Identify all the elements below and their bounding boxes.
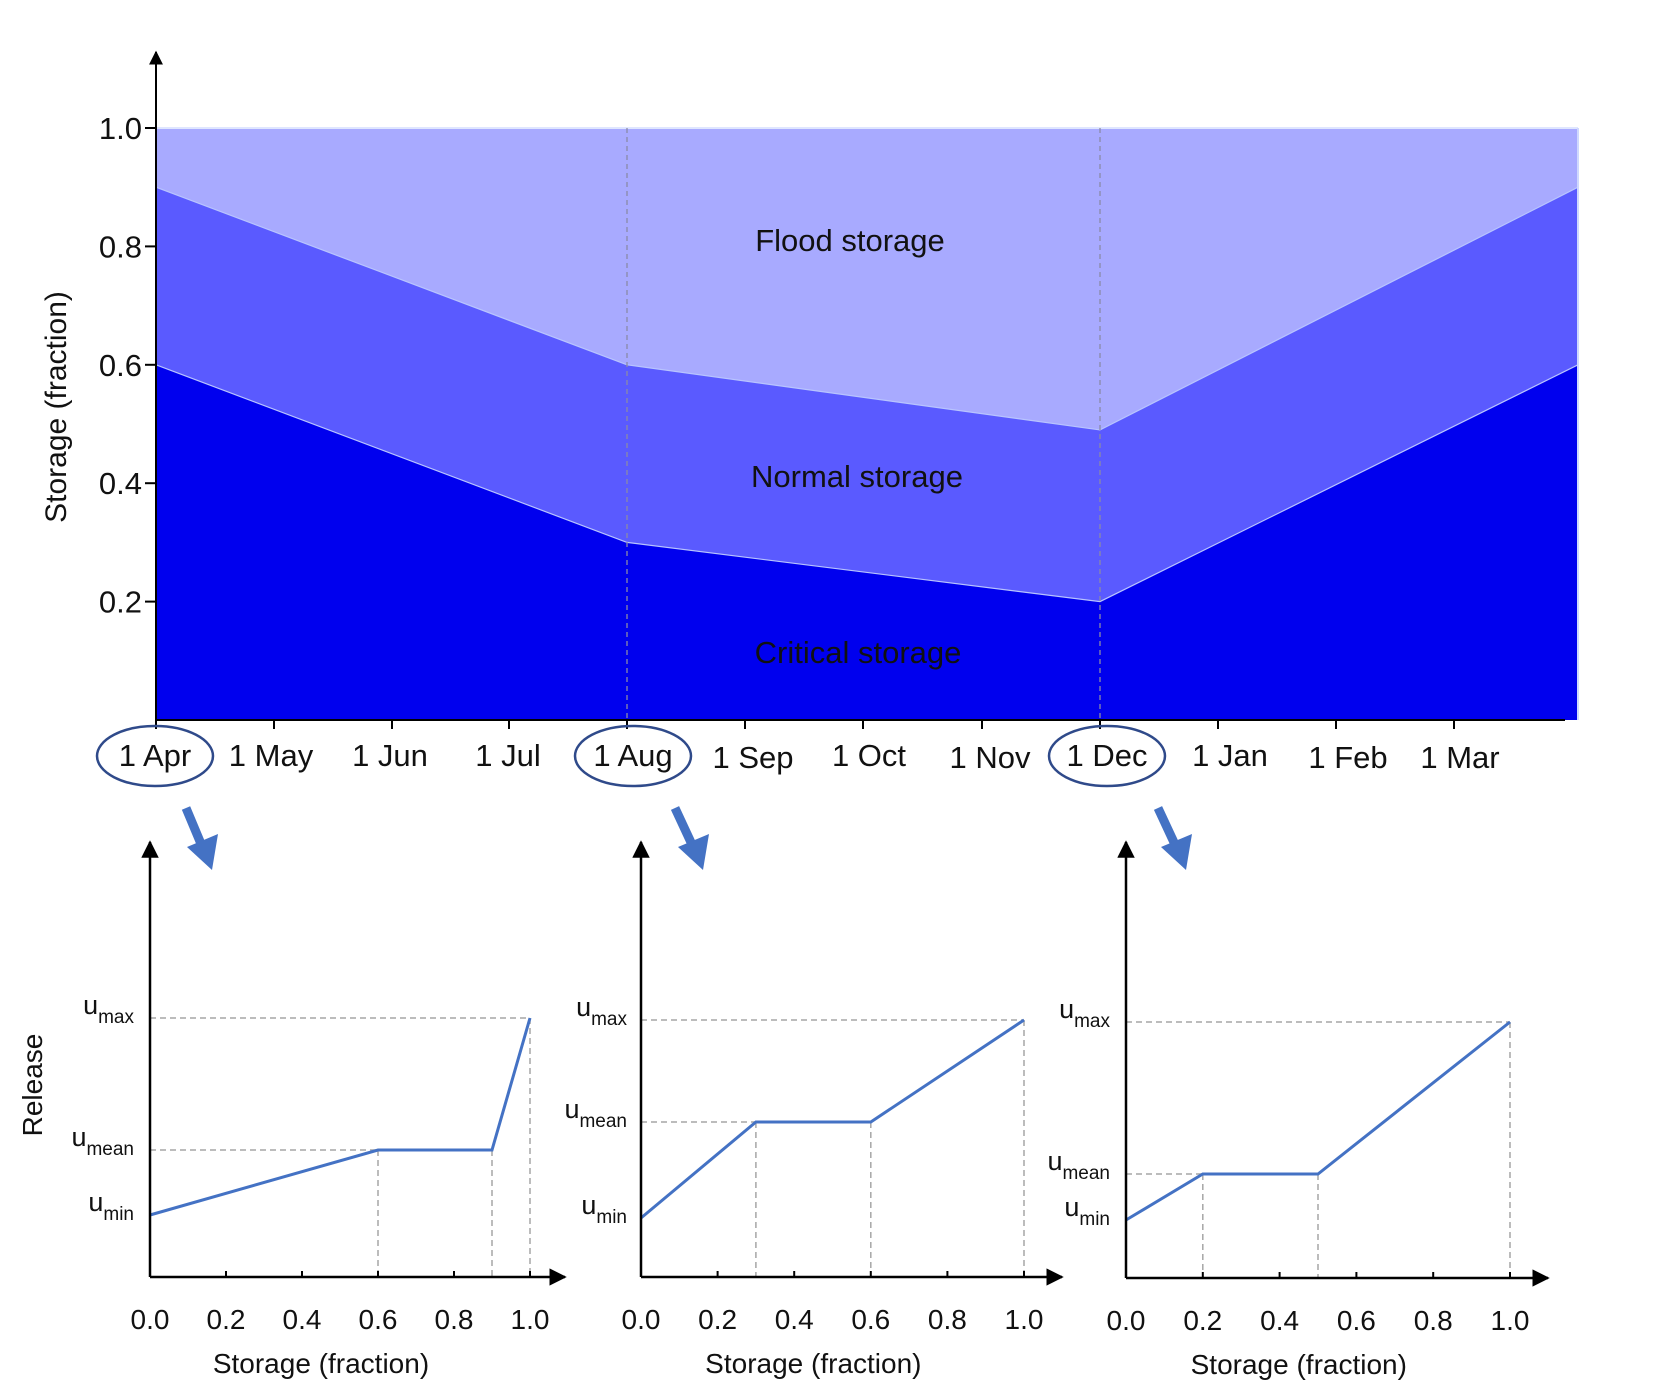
x-tick-label: 1 Mar xyxy=(1420,740,1499,775)
critical-boundary-line xyxy=(155,364,1579,603)
x-tick-label: 0.8 xyxy=(435,1304,474,1335)
u-min-label: umin xyxy=(581,1190,627,1228)
x-axis-label: Storage (fraction) xyxy=(1191,1349,1407,1380)
x-tick-label: 1 Jan xyxy=(1192,738,1268,773)
x-tick-label: 1 Oct xyxy=(832,738,906,773)
u-max-label: umax xyxy=(576,992,627,1030)
y-tick-label: 1.0 xyxy=(99,111,142,146)
critical-storage-label: Critical storage xyxy=(755,635,962,670)
y-tick-label: 0.8 xyxy=(99,229,142,264)
y-axis-label: Release xyxy=(17,1034,48,1137)
u-mean-label: umean xyxy=(564,1094,627,1132)
normal-storage-area xyxy=(156,187,1578,602)
release-policy-chart-2: 0.0 0.2 0.4 0.6 0.8 1.0 Storage (fraction) umin… xyxy=(564,806,1064,1379)
x-tick-label: 0.6 xyxy=(1337,1305,1376,1336)
release-policy-chart-3: 0.0 0.2 0.4 0.6 0.8 1.0 Storage (fraction) umin… xyxy=(1047,806,1550,1380)
pointer-arrow-head xyxy=(678,834,709,870)
x-tick-label: 0.4 xyxy=(283,1304,322,1335)
x-tick-label: 1.0 xyxy=(1005,1304,1044,1335)
release-policy-chart-1: 0.0 0.2 0.4 0.6 0.8 1.0 Storage (fraction) umin… xyxy=(17,806,567,1379)
x-tick-label: 1 Nov xyxy=(950,740,1031,775)
x-axis-label: Storage (fraction) xyxy=(213,1348,429,1379)
release-policy-charts: 0.0 0.2 0.4 0.6 0.8 1.0 Storage (fraction) umin… xyxy=(17,806,1550,1380)
y-tick-label: 0.2 xyxy=(99,585,142,620)
u-min-label: umin xyxy=(1064,1192,1110,1230)
x-tick-label: 1 Jun xyxy=(352,738,428,773)
pointer-arrow-head xyxy=(1161,834,1192,870)
y-tick-label: 0.4 xyxy=(99,466,142,501)
pointer-arrow-head xyxy=(187,834,218,870)
release-policy-line xyxy=(640,1018,1025,1220)
x-tick-label: 0.6 xyxy=(851,1304,890,1335)
u-max-label: umax xyxy=(83,990,134,1028)
release-policy-line xyxy=(1125,1020,1511,1222)
x-tick-label: 0.4 xyxy=(1260,1305,1299,1336)
highlight-circle-apr xyxy=(95,724,215,788)
u-mean-label: umean xyxy=(1047,1146,1110,1184)
y-axis-label: Storage (fraction) xyxy=(40,291,73,523)
normal-storage-label: Normal storage xyxy=(751,459,963,494)
normal-boundary-line xyxy=(155,186,1579,431)
x-tick-label: 0.6 xyxy=(359,1304,398,1335)
x-tick-label: 0.0 xyxy=(622,1304,661,1335)
flood-storage-area xyxy=(156,128,1578,430)
x-tick-label: 1 Feb xyxy=(1308,740,1387,775)
x-tick-label: 0.0 xyxy=(131,1304,170,1335)
x-tick-label: 1.0 xyxy=(511,1304,550,1335)
x-tick-label: 1 Apr xyxy=(119,738,191,773)
highlight-circle-dec xyxy=(1047,724,1167,788)
x-tick-label: 0.0 xyxy=(1107,1305,1146,1336)
x-tick-label: 0.2 xyxy=(698,1304,737,1335)
x-tick-label: 0.8 xyxy=(1414,1305,1453,1336)
x-tick-label: 0.4 xyxy=(775,1304,814,1335)
x-tick-label: 1 Jul xyxy=(475,738,540,773)
critical-storage-area xyxy=(156,364,1578,720)
x-tick-label: 1 May xyxy=(229,738,314,773)
storage-zones-chart: Flood storage Normal storage Critical stor… xyxy=(40,50,1579,788)
u-max-label: umax xyxy=(1059,994,1110,1032)
x-tick-label: 1 Dec xyxy=(1067,738,1148,773)
release-policy-line xyxy=(149,1017,532,1217)
x-tick-label: 1 Sep xyxy=(712,740,793,775)
flood-storage-label: Flood storage xyxy=(755,223,945,258)
u-mean-label: umean xyxy=(71,1122,134,1160)
y-tick-label: 0.6 xyxy=(99,348,142,383)
x-tick-label: 0.8 xyxy=(928,1304,967,1335)
x-tick-label: 1.0 xyxy=(1491,1305,1530,1336)
u-min-label: umin xyxy=(88,1187,134,1225)
x-axis-label: Storage (fraction) xyxy=(705,1348,921,1379)
x-tick-label: 0.2 xyxy=(1183,1305,1222,1336)
x-tick-label: 0.2 xyxy=(207,1304,246,1335)
highlight-circle-aug xyxy=(573,724,693,788)
x-tick-label: 1 Aug xyxy=(593,738,672,773)
